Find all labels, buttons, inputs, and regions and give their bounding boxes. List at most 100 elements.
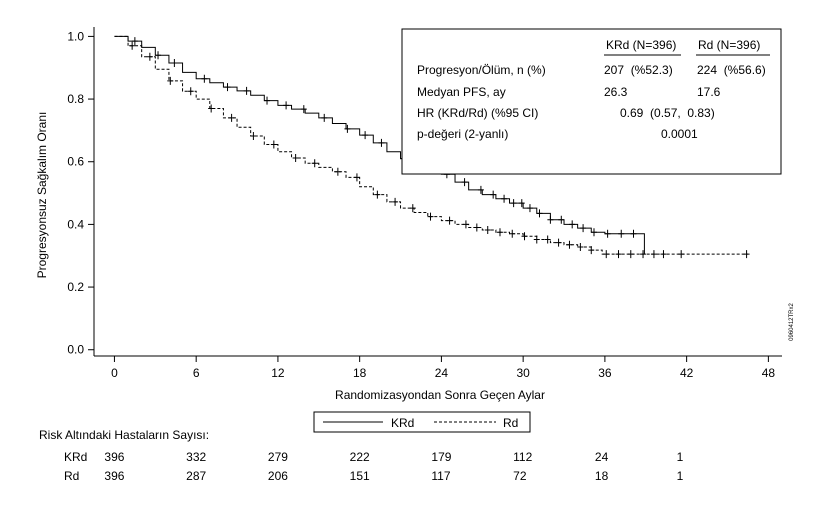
censor-mark-krd [155,51,162,60]
at-risk-value: 1 [677,450,684,464]
at-risk-value: 396 [104,450,124,464]
censor-mark-krd [490,190,497,199]
censor-mark-rd [588,246,595,255]
at-risk-value: 287 [186,469,206,483]
censor-mark-rd [660,250,667,259]
at-risk-title: Risk Altındaki Hastaların Sayısı: [39,428,209,442]
stats-row-events-label: Progresyon/Ölüm, n (%) [417,63,546,77]
stats-row-p-label: p-değeri (2-yanlı) [417,127,508,141]
x-axis-label: Randomizasyondan Sonra Geçen Aylar [335,388,545,402]
at-risk-value: 112 [513,450,532,464]
censor-mark-krd [501,194,508,203]
chart-curves [114,35,748,255]
at-risk-value: 396 [104,469,124,483]
censor-mark-rd [462,220,469,229]
censor-mark-krd [547,215,554,224]
y-tick-label: 1.0 [67,29,84,43]
series-line-krd [114,35,645,255]
side-code: 0960412TRx2 [789,302,795,340]
censor-mark-rd [270,140,277,149]
censor-mark-rd [544,235,551,244]
censor-mark-rd [650,250,657,259]
censor-mark-rd [292,153,299,162]
censor-mark-rd [555,238,562,247]
censor-mark-krd [201,74,208,83]
censor-mark-krd [362,131,369,140]
censor-mark-krd [321,113,328,122]
at-risk-value: 72 [513,469,527,483]
censor-mark-rd [392,197,399,206]
at-risk-value: 24 [595,450,609,464]
at-risk-value: 1 [677,469,684,483]
censor-mark-rd [627,250,634,259]
at-risk-value: 279 [268,450,288,464]
censor-mark-rd [615,250,622,259]
series-line-rd [114,35,748,255]
censor-mark-krd [590,228,597,237]
chart-censor-marks [129,37,750,259]
x-tick-label: 48 [762,366,776,380]
stats-row-median-rd: 17.6 [697,85,721,99]
censor-mark-rd [427,212,434,221]
y-tick-label: 0.0 [67,343,84,357]
censor-mark-krd [630,229,637,238]
censor-mark-krd [558,215,565,224]
censor-mark-rd [678,250,685,259]
censor-mark-krd [300,105,307,114]
stats-row-hr-label: HR (KRd/Rd) (%95 CI) [417,106,538,120]
censor-mark-krd [461,178,468,187]
stats-header-krd: KRd (N=396) [606,38,676,52]
censor-mark-krd [536,209,543,218]
censor-mark-krd [131,37,138,46]
at-risk-value: 18 [595,469,609,483]
censor-mark-krd [569,220,576,229]
censor-mark-krd [477,185,484,194]
x-tick-label: 6 [193,366,200,380]
censor-mark-krd [604,229,611,238]
at-risk-value: 117 [431,469,450,483]
censor-mark-rd [187,87,194,96]
censor-mark-rd [577,242,584,251]
legend-rd-label: Rd [503,416,518,430]
x-tick-label: 18 [353,366,367,380]
x-tick-label: 12 [271,366,285,380]
censor-mark-rd [509,229,516,238]
censor-mark-rd [334,167,341,176]
censor-mark-rd [496,228,503,237]
at-risk-value: 332 [186,450,206,464]
stats-row-hr-value: 0.69 (0.57, 0.83) [620,106,715,120]
censor-mark-rd [353,173,360,182]
censor-mark-rd [129,41,136,50]
censor-mark-rd [228,113,235,122]
censor-mark-krd [378,138,385,147]
censor-mark-rd [167,76,174,85]
censor-mark-rd [146,52,153,61]
at-risk-row-label: KRd [64,450,87,464]
chart-legend: KRd Rd [313,411,531,433]
x-tick-label: 0 [111,366,118,380]
x-tick-label: 30 [516,366,530,380]
chart-axes [93,27,782,357]
censor-mark-krd [264,96,271,105]
y-tick-label: 0.6 [67,155,84,169]
censor-mark-krd [526,204,533,213]
censor-mark-krd [510,199,517,208]
censor-mark-rd [484,226,491,235]
stats-table-box [401,28,782,175]
at-risk-value: 151 [350,469,370,483]
stats-row-median-label: Medyan PFS, ay [417,85,506,99]
censor-mark-krd [224,83,231,92]
y-tick-label: 0.8 [67,92,84,106]
censor-mark-rd [533,235,540,244]
censor-mark-krd [344,124,351,133]
censor-mark-rd [208,104,215,113]
at-risk-row-label: Rd [64,469,79,483]
censor-mark-krd [580,224,587,233]
y-tick-label: 0.4 [67,217,84,231]
stats-table: KRd (N=396) Rd (N=396) Progresyon/Ölüm, … [401,28,782,175]
censor-mark-rd [521,232,528,241]
censor-mark-rd [473,223,480,232]
at-risk-value: 206 [268,469,288,483]
chart-ticks: 0 6 12 18 24 30 36 42 48 0.0 0.2 0.4 0.6 0.8 1.0 [67,29,775,380]
